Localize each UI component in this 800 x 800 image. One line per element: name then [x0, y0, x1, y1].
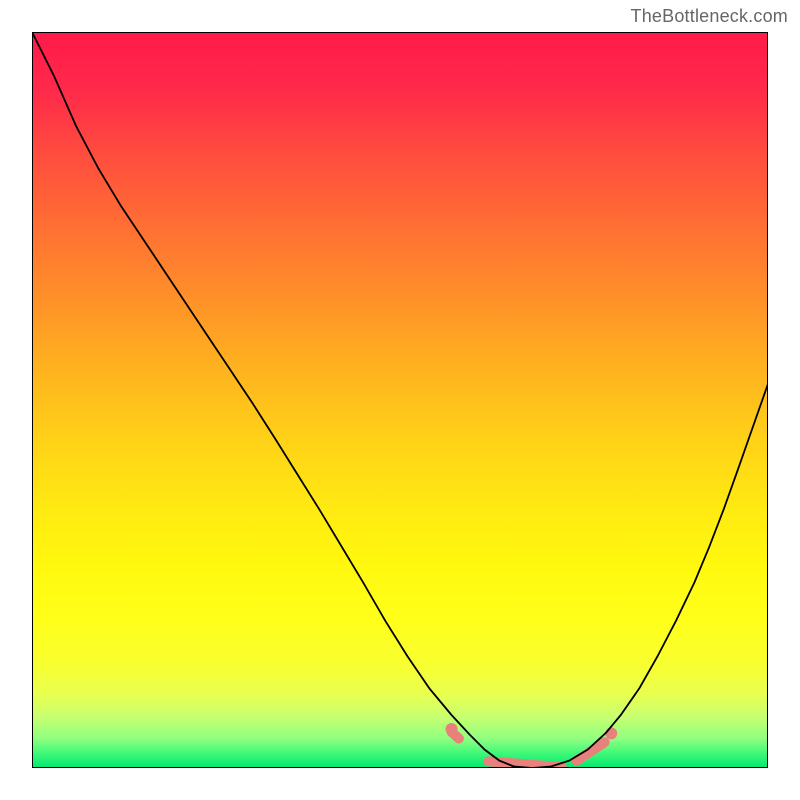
watermark-text: TheBottleneck.com [631, 6, 788, 27]
chart-container: TheBottleneck.com [0, 0, 800, 800]
plot-area [32, 32, 768, 768]
plot-border [32, 32, 768, 768]
